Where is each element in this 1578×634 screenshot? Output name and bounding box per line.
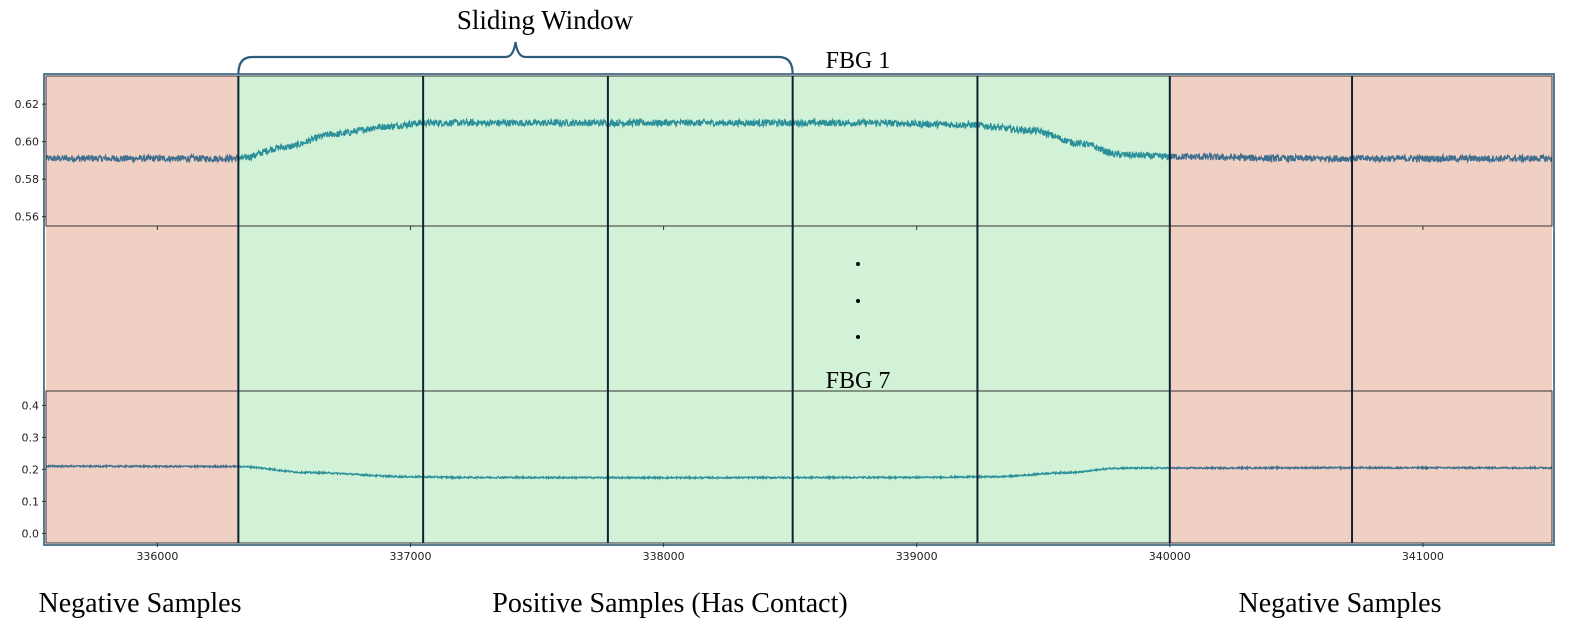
negative-region bbox=[1169, 76, 1552, 543]
window-boundaries bbox=[237, 76, 1354, 543]
ellipsis-dot bbox=[856, 299, 860, 303]
sliding-window-label: Sliding Window bbox=[457, 5, 634, 35]
signal-trace-fbg1-positive bbox=[237, 117, 1171, 163]
y-tick-label: 0.4 bbox=[22, 399, 40, 412]
ellipsis-dot bbox=[856, 335, 860, 339]
sample-regions bbox=[46, 76, 1552, 543]
y-tick-label: 0.1 bbox=[22, 495, 40, 508]
y-tick-label: 0.58 bbox=[15, 173, 40, 186]
fbg-1-label: FBG 1 bbox=[826, 48, 891, 74]
plot-frame bbox=[45, 75, 1553, 227]
x-tick-label: 341000 bbox=[1402, 550, 1444, 563]
signal-trace-fbg1-negative bbox=[45, 152, 239, 164]
x-tick-label: 339000 bbox=[896, 550, 938, 563]
x-tick-label: 338000 bbox=[643, 550, 685, 563]
signal-trace-fbg7-negative bbox=[45, 463, 239, 470]
signal-trace-fbg7-negative bbox=[1169, 464, 1553, 471]
y-tick-label: 0.0 bbox=[22, 527, 40, 540]
negative-samples-left-label: Negative Samples bbox=[39, 588, 242, 619]
signal-trace-fbg7-positive bbox=[238, 464, 1171, 481]
negative-region bbox=[46, 76, 239, 543]
ellipsis-dot bbox=[856, 262, 860, 266]
negative-samples-right-label: Negative Samples bbox=[1239, 588, 1442, 619]
y-tick-label: 0.62 bbox=[15, 98, 40, 111]
y-tick-label: 0.56 bbox=[15, 211, 40, 224]
plot-frames bbox=[43, 73, 1555, 546]
x-tick-label: 337000 bbox=[389, 550, 431, 563]
signal-traces bbox=[45, 117, 1553, 481]
plot-frame bbox=[45, 390, 1553, 544]
y-tick-label: 0.3 bbox=[22, 431, 40, 444]
signal-trace-fbg1-negative bbox=[1169, 151, 1553, 164]
positive-samples-label: Positive Samples (Has Contact) bbox=[492, 588, 847, 619]
x-tick-label: 336000 bbox=[136, 550, 178, 563]
outer-frame bbox=[43, 73, 1555, 546]
x-tick-label: 340000 bbox=[1149, 550, 1191, 563]
y-tick-label: 0.60 bbox=[15, 136, 40, 149]
axis-ticks: 0.56 0.58 0.60 0.62 0.0 0.1 0.2 0.3 0.4 336000 337… bbox=[15, 98, 1444, 563]
y-tick-label: 0.2 bbox=[22, 463, 40, 476]
fbg-7-label: FBG 7 bbox=[826, 368, 891, 394]
sliding-window-brace bbox=[237, 41, 794, 75]
positive-region bbox=[238, 76, 1170, 543]
